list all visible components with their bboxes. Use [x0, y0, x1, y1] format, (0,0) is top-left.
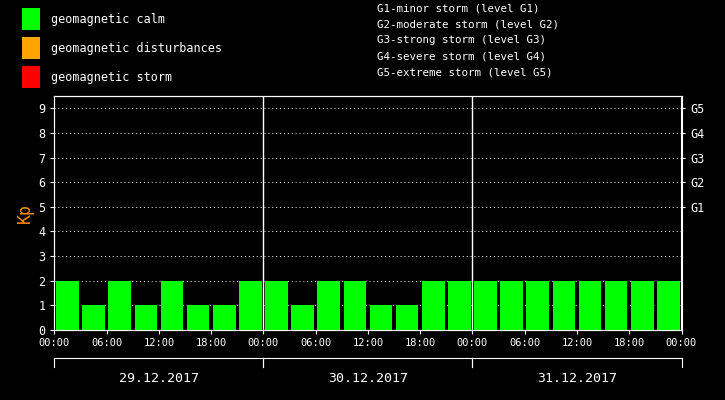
Bar	[213, 305, 236, 330]
Text: 30.12.2017: 30.12.2017	[328, 372, 408, 385]
Bar	[135, 305, 157, 330]
Bar	[187, 305, 210, 330]
Bar	[579, 281, 601, 330]
Text: G3-strong storm (level G3): G3-strong storm (level G3)	[377, 36, 546, 46]
Bar	[22, 37, 40, 59]
Bar	[552, 281, 575, 330]
Bar	[526, 281, 549, 330]
Bar	[448, 281, 471, 330]
Bar	[161, 281, 183, 330]
Text: geomagnetic disturbances: geomagnetic disturbances	[51, 42, 222, 55]
Bar	[683, 256, 706, 330]
Bar	[82, 305, 105, 330]
Bar	[370, 305, 392, 330]
Text: G2-moderate storm (level G2): G2-moderate storm (level G2)	[377, 20, 559, 30]
Bar	[108, 281, 131, 330]
Text: G5-extreme storm (level G5): G5-extreme storm (level G5)	[377, 67, 552, 77]
Text: G1-minor storm (level G1): G1-minor storm (level G1)	[377, 4, 539, 14]
Bar	[265, 281, 288, 330]
Bar	[22, 8, 40, 30]
Text: 29.12.2017: 29.12.2017	[119, 372, 199, 385]
Bar	[239, 281, 262, 330]
Bar	[474, 281, 497, 330]
Bar	[344, 281, 366, 330]
Text: 31.12.2017: 31.12.2017	[537, 372, 617, 385]
Bar	[657, 281, 680, 330]
Text: geomagnetic calm: geomagnetic calm	[51, 13, 165, 26]
Bar	[500, 281, 523, 330]
Bar	[422, 281, 444, 330]
Bar	[318, 281, 340, 330]
Y-axis label: Kp: Kp	[16, 203, 34, 223]
Bar	[22, 66, 40, 88]
Bar	[56, 281, 79, 330]
Text: G4-severe storm (level G4): G4-severe storm (level G4)	[377, 51, 546, 61]
Bar	[605, 281, 628, 330]
Text: geomagnetic storm: geomagnetic storm	[51, 71, 172, 84]
Bar	[396, 305, 418, 330]
Bar	[631, 281, 654, 330]
Bar	[291, 305, 314, 330]
